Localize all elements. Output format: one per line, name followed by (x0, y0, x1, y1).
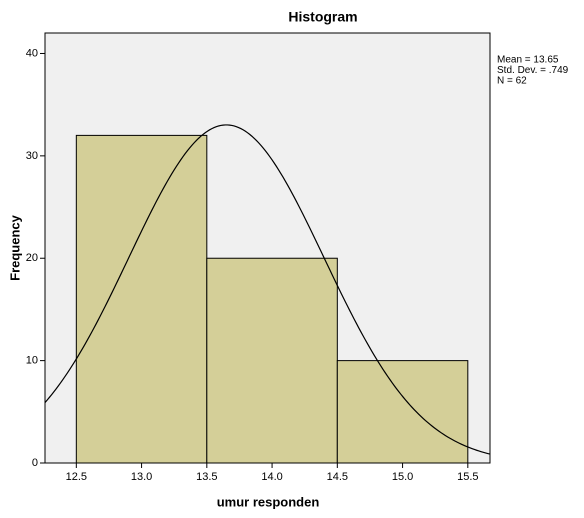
y-axis-label: Frequency (7, 214, 22, 281)
x-tick-label: 15.5 (457, 471, 478, 483)
x-tick-label: 13.0 (131, 471, 152, 483)
plot-border (44, 32, 491, 464)
bar (75, 134, 208, 464)
x-tick-label: 14.5 (327, 471, 348, 483)
y-tick-label: 30 (26, 150, 38, 162)
bar (336, 360, 469, 464)
y-tick-label: 0 (32, 457, 38, 469)
x-tick-label: 14.0 (261, 471, 282, 483)
bar (206, 257, 338, 464)
y-tick-label: 40 (26, 47, 38, 59)
y-tick-label: 10 (26, 355, 38, 367)
chart-title: Histogram (288, 9, 357, 25)
x-axis-label: umur responden (217, 494, 320, 509)
x-tick-label: 13.5 (196, 471, 217, 483)
normal-curve (45, 124, 490, 455)
stat-label: Std. Dev. = .749 (497, 65, 569, 76)
stat-label: Mean = 13.65 (497, 55, 559, 66)
stat-label: N = 62 (497, 76, 527, 87)
y-tick-label: 20 (26, 252, 38, 264)
x-tick-label: 15.0 (392, 471, 413, 483)
x-tick-label: 12.5 (66, 471, 87, 483)
